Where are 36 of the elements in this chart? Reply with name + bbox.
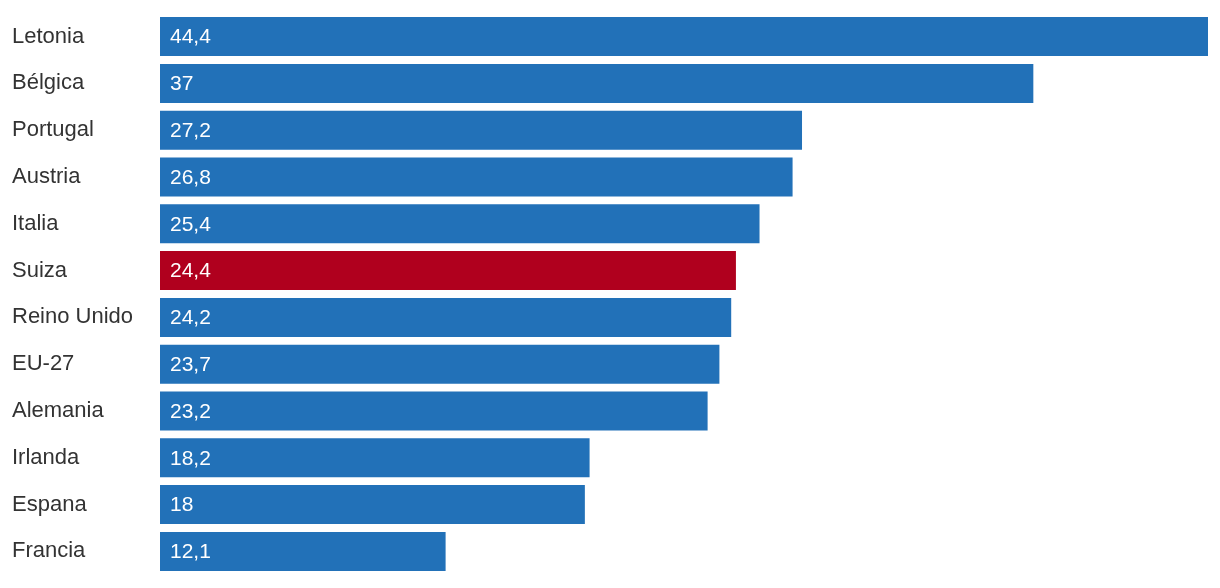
data-label: 12,1 — [170, 539, 211, 563]
bar — [160, 110, 803, 150]
y-tick-label: EU-27 — [12, 350, 75, 376]
bar — [160, 63, 1034, 103]
bar — [160, 391, 708, 431]
y-tick-label: Francia — [12, 537, 87, 563]
y-tick-label: Suiza — [12, 256, 68, 282]
data-label: 37 — [170, 71, 194, 95]
bar — [160, 17, 1208, 57]
y-tick-label: Alemania — [12, 397, 105, 423]
y-tick-label: Bélgica — [12, 69, 85, 95]
data-label: 23,7 — [170, 352, 211, 375]
data-label: 24,4 — [170, 258, 212, 282]
y-tick-label: Espana — [12, 490, 88, 516]
bar — [160, 531, 446, 571]
bar — [160, 204, 760, 244]
bar — [160, 157, 793, 197]
data-label: 44,4 — [170, 24, 212, 48]
y-tick-label: Reino Unido — [12, 303, 134, 329]
bar — [160, 438, 590, 478]
data-label: 23,2 — [170, 398, 211, 422]
data-label: 18,2 — [170, 445, 211, 469]
bar — [160, 251, 736, 291]
data-label: 24,2 — [170, 305, 211, 329]
y-tick-label: Irlanda — [12, 443, 81, 469]
y-tick-label: Portugal — [12, 116, 94, 142]
bar — [160, 485, 585, 525]
data-label: 26,8 — [170, 164, 211, 188]
data-label: 25,4 — [170, 211, 212, 235]
y-tick-label: Austria — [12, 163, 82, 189]
bar — [160, 344, 720, 384]
y-tick-label: Italia — [12, 209, 60, 235]
data-label: 27,2 — [170, 118, 211, 141]
data-label: 18 — [170, 492, 194, 516]
y-tick-label: Letonia — [12, 22, 85, 48]
bar — [160, 297, 732, 337]
